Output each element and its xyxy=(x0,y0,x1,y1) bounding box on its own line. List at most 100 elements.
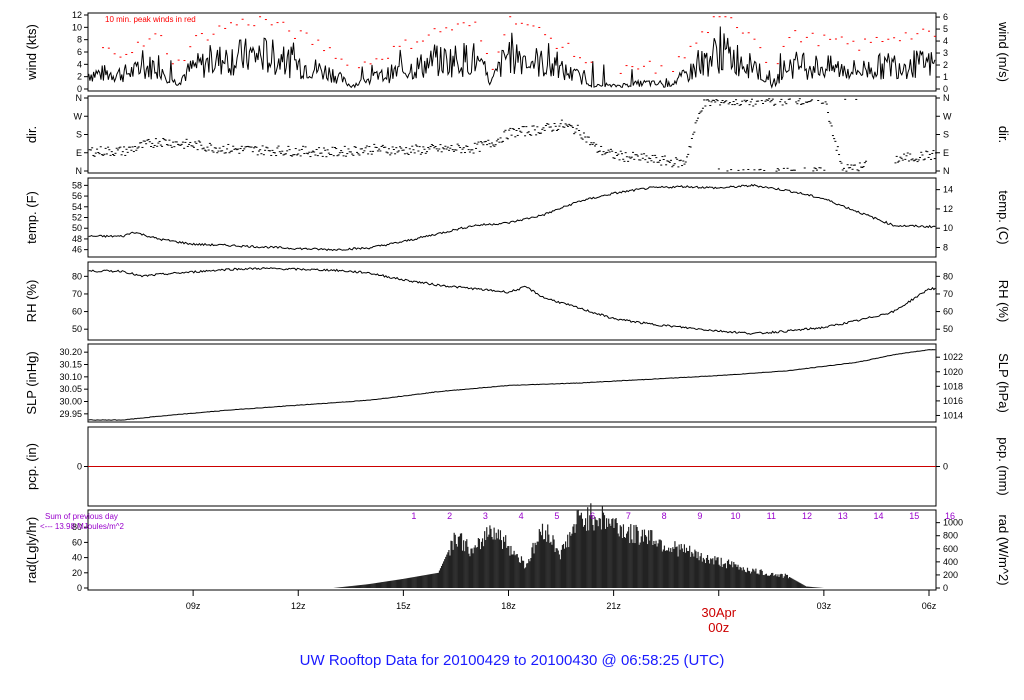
direction-point xyxy=(435,148,438,150)
direction-point xyxy=(796,103,799,105)
direction-point xyxy=(123,146,126,148)
direction-point xyxy=(270,154,273,156)
direction-point xyxy=(906,152,909,154)
direction-point xyxy=(727,103,730,105)
direction-point xyxy=(138,142,141,144)
direction-point xyxy=(407,153,410,155)
wind-peak-mark xyxy=(404,39,407,41)
x-tick-label: 12z xyxy=(291,601,306,611)
direction-point xyxy=(651,154,654,156)
direction-point xyxy=(809,100,812,102)
direction-point xyxy=(126,151,129,153)
direction-point xyxy=(580,137,583,139)
wind-peak-mark xyxy=(381,58,384,60)
direction-point xyxy=(493,145,496,147)
y-tick-label-left-pcp: 0 xyxy=(77,462,82,472)
wind-peak-mark xyxy=(357,67,360,69)
y-tick-label-left-temp: 48 xyxy=(72,234,82,244)
direction-point xyxy=(293,154,296,156)
direction-point xyxy=(412,149,415,151)
direction-point xyxy=(525,126,528,128)
direction-point xyxy=(156,145,159,147)
direction-point xyxy=(314,154,317,156)
direction-point xyxy=(532,125,535,127)
wind-peak-mark xyxy=(933,35,936,37)
direction-point xyxy=(240,145,243,147)
direction-point xyxy=(308,151,311,153)
direction-point xyxy=(134,145,137,147)
y-tick-label-right-wind: 6 xyxy=(943,12,948,22)
direction-point xyxy=(840,162,843,164)
direction-point xyxy=(259,149,262,151)
direction-point xyxy=(167,144,170,146)
direction-point xyxy=(313,151,316,153)
y-tick-label-left-temp: 56 xyxy=(72,191,82,201)
direction-point xyxy=(625,156,628,158)
direction-point xyxy=(710,101,713,103)
wind-peak-mark xyxy=(555,47,558,49)
direction-point xyxy=(568,123,571,125)
direction-point xyxy=(425,151,428,153)
direction-point xyxy=(261,145,264,147)
direction-point xyxy=(792,169,795,171)
y-tick-label-right-rad: 200 xyxy=(943,570,958,580)
direction-point xyxy=(351,153,354,155)
wind-peak-mark xyxy=(456,23,459,25)
wind-peak-mark xyxy=(869,41,872,43)
direction-point xyxy=(546,123,549,125)
wind-peak-mark xyxy=(142,45,145,47)
direction-point xyxy=(173,146,176,148)
direction-point xyxy=(174,141,177,143)
direction-point xyxy=(268,150,271,152)
direction-point xyxy=(779,101,782,103)
rh-series-line xyxy=(88,267,936,335)
wind-peak-mark xyxy=(747,32,750,34)
direction-point xyxy=(544,125,547,127)
radiation-sum-note: Sum of previous day xyxy=(45,512,118,521)
wind-peak-mark xyxy=(631,66,634,68)
direction-point xyxy=(437,150,440,152)
direction-point xyxy=(698,112,701,114)
direction-point xyxy=(340,150,343,152)
direction-point xyxy=(542,127,545,129)
direction-point xyxy=(378,148,381,150)
wind-peak-mark xyxy=(497,51,500,53)
direction-point xyxy=(570,125,573,127)
direction-point xyxy=(894,162,897,164)
wind-peak-mark xyxy=(759,47,762,49)
direction-point xyxy=(450,145,453,147)
hour-count-label: 16 xyxy=(945,511,955,521)
y-axis-label-right-rh: RH (%) xyxy=(996,280,1011,323)
direction-point xyxy=(460,152,463,154)
direction-point xyxy=(898,160,901,162)
direction-point xyxy=(93,155,96,157)
direction-point xyxy=(338,152,341,154)
wind-peak-mark xyxy=(910,38,913,40)
direction-point xyxy=(755,100,758,102)
direction-point xyxy=(839,160,842,162)
wind-peak-mark xyxy=(567,42,570,44)
direction-point xyxy=(202,147,205,149)
y-tick-label-left-wind: 0 xyxy=(77,84,82,94)
direction-point xyxy=(330,153,333,155)
direction-point xyxy=(801,103,804,105)
direction-point xyxy=(287,145,290,147)
direction-point xyxy=(650,160,653,162)
direction-point xyxy=(148,141,151,143)
direction-point xyxy=(395,147,398,149)
y-tick-label-left-dir: N xyxy=(76,93,83,103)
direction-point xyxy=(683,163,686,165)
direction-point xyxy=(784,101,787,103)
direction-point xyxy=(386,152,389,154)
direction-point xyxy=(185,138,188,140)
direction-point xyxy=(911,158,914,160)
direction-point xyxy=(157,142,160,144)
direction-point xyxy=(685,156,688,158)
direction-point xyxy=(364,147,367,149)
direction-point xyxy=(151,142,154,144)
direction-point xyxy=(181,141,184,143)
wind-peak-mark xyxy=(282,21,285,23)
direction-point xyxy=(560,119,563,121)
direction-point xyxy=(332,155,335,157)
direction-point xyxy=(592,142,595,144)
